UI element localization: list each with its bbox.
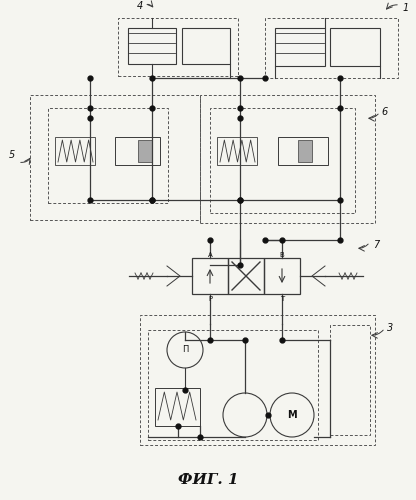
Text: 1: 1 bbox=[403, 3, 409, 13]
Text: 3: 3 bbox=[387, 323, 393, 333]
Bar bbox=[298, 140, 312, 162]
Text: 7: 7 bbox=[373, 240, 379, 250]
Bar bbox=[330, 325, 370, 435]
Text: ФИГ. 1: ФИГ. 1 bbox=[178, 473, 238, 487]
Text: M: M bbox=[287, 410, 297, 420]
Bar bbox=[118, 18, 238, 76]
Bar bbox=[275, 28, 325, 66]
Text: П: П bbox=[182, 346, 188, 354]
Bar bbox=[200, 95, 375, 223]
Text: B: B bbox=[280, 252, 285, 258]
Bar bbox=[217, 137, 257, 165]
Text: 5: 5 bbox=[9, 150, 15, 160]
Bar bbox=[182, 28, 230, 64]
Bar bbox=[148, 330, 318, 440]
Text: A: A bbox=[208, 252, 213, 258]
Bar bbox=[155, 388, 200, 426]
Text: 4: 4 bbox=[137, 1, 143, 11]
Bar bbox=[278, 137, 328, 165]
Bar bbox=[48, 108, 168, 203]
Bar bbox=[140, 315, 375, 445]
Bar bbox=[228, 258, 264, 294]
Bar bbox=[128, 28, 176, 64]
Text: 6: 6 bbox=[382, 107, 388, 117]
Bar bbox=[55, 137, 95, 165]
Bar bbox=[265, 18, 398, 78]
Bar bbox=[138, 140, 152, 162]
Bar bbox=[330, 28, 380, 66]
Bar bbox=[192, 258, 228, 294]
Text: P: P bbox=[208, 296, 212, 302]
Text: T: T bbox=[280, 296, 284, 302]
Bar bbox=[264, 258, 300, 294]
Bar bbox=[210, 108, 355, 213]
Bar bbox=[115, 137, 160, 165]
Bar bbox=[30, 95, 200, 220]
